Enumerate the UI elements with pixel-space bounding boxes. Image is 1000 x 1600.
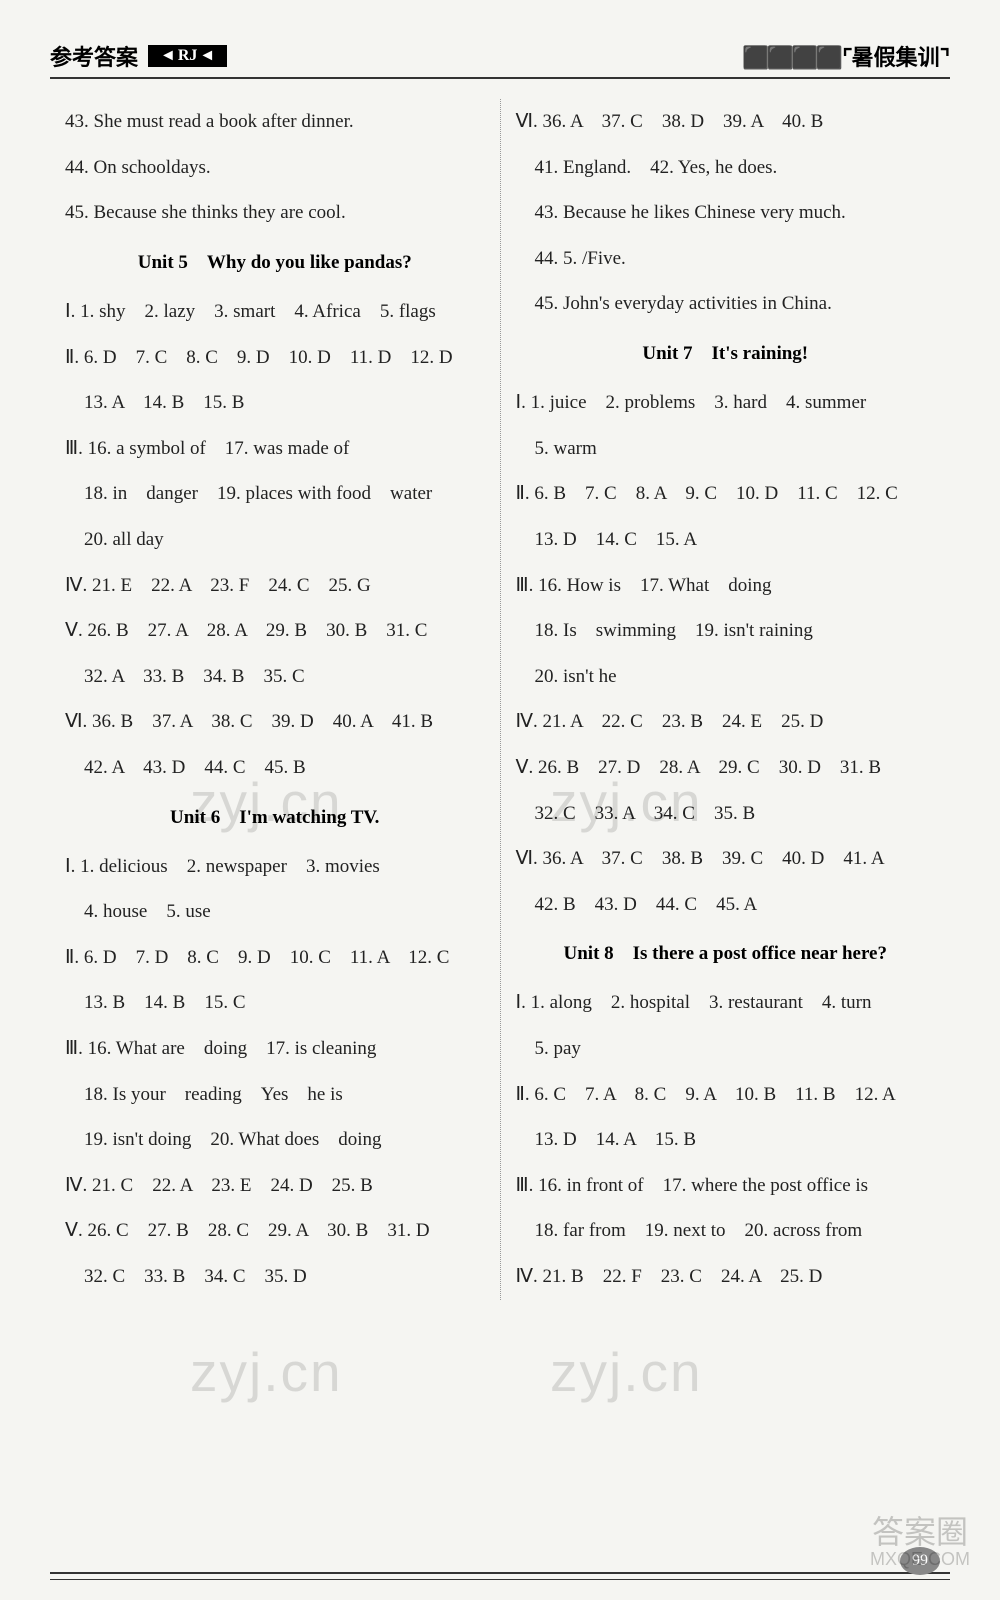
answer-line: 5. pay: [516, 1026, 936, 1072]
answer-line: 42. B 43. D 44. C 45. A: [516, 882, 936, 928]
answer-line: 45. Because she thinks they are cool.: [65, 190, 485, 236]
answer-line: Ⅱ. 6. B 7. C 8. A 9. C 10. D 11. C 12. C: [516, 471, 936, 517]
page-header: 参考答案 RJ 暑假集训: [50, 40, 950, 79]
unit-title: Unit 7 It's raining!: [516, 327, 936, 380]
answer-line: 13. D 14. C 15. A: [516, 517, 936, 563]
answer-line: 44. 5. /Five.: [516, 236, 936, 282]
left-column: 43. She must read a book after dinner.44…: [50, 99, 501, 1300]
answer-line: Ⅴ. 26. B 27. A 28. A 29. B 30. B 31. C: [65, 608, 485, 654]
answer-line: Ⅲ. 16. What are doing 17. is cleaning: [65, 1026, 485, 1072]
answer-line: 18. far from 19. next to 20. across from: [516, 1208, 936, 1254]
answer-line: Ⅰ. 1. along 2. hospital 3. restaurant 4.…: [516, 980, 936, 1026]
unit-title: Unit 8 Is there a post office near here?: [516, 927, 936, 980]
answer-line: 42. A 43. D 44. C 45. B: [65, 745, 485, 791]
bottom-watermark-line2: MXQE.COM: [870, 1550, 970, 1570]
answer-line: Ⅴ. 26. B 27. D 28. A 29. C 30. D 31. B: [516, 745, 936, 791]
header-left: 参考答案 RJ: [50, 40, 227, 72]
answer-line: 32. C 33. B 34. C 35. D: [65, 1254, 485, 1300]
answer-line: Ⅲ. 16. How is 17. What doing: [516, 563, 936, 609]
answer-line: Ⅳ. 21. A 22. C 23. B 24. E 25. D: [516, 699, 936, 745]
answer-line: Ⅵ. 36. B 37. A 38. C 39. D 40. A 41. B: [65, 699, 485, 745]
rj-badge: RJ: [148, 45, 227, 67]
answer-line: 18. Is swimming 19. isn't raining: [516, 608, 936, 654]
answer-line: Ⅰ. 1. delicious 2. newspaper 3. movies: [65, 844, 485, 890]
answer-line: Ⅳ. 21. C 22. A 23. E 24. D 25. B: [65, 1163, 485, 1209]
answer-line: 20. isn't he: [516, 654, 936, 700]
answer-line: 45. John's everyday activities in China.: [516, 281, 936, 327]
answer-line: 13. D 14. A 15. B: [516, 1117, 936, 1163]
answer-line: 41. England. 42. Yes, he does.: [516, 145, 936, 191]
unit-title: Unit 6 I'm watching TV.: [65, 791, 485, 844]
answer-line: 4. house 5. use: [65, 889, 485, 935]
bottom-watermark-line1: 答案圈: [870, 1515, 970, 1550]
answer-line: Ⅳ. 21. B 22. F 23. C 24. A 25. D: [516, 1254, 936, 1300]
answer-line: Ⅴ. 26. C 27. B 28. C 29. A 30. B 31. D: [65, 1208, 485, 1254]
answer-line: Ⅰ. 1. shy 2. lazy 3. smart 4. Africa 5. …: [65, 289, 485, 335]
answer-line: 43. She must read a book after dinner.: [65, 99, 485, 145]
unit-title: Unit 5 Why do you like pandas?: [65, 236, 485, 289]
answer-line: Ⅲ. 16. a symbol of 17. was made of: [65, 426, 485, 472]
answer-line: 32. A 33. B 34. B 35. C: [65, 654, 485, 700]
answer-line: Ⅱ. 6. C 7. A 8. C 9. A 10. B 11. B 12. A: [516, 1072, 936, 1118]
answer-line: Ⅰ. 1. juice 2. problems 3. hard 4. summe…: [516, 380, 936, 426]
answer-line: Ⅲ. 16. in front of 17. where the post of…: [516, 1163, 936, 1209]
right-column: Ⅵ. 36. A 37. C 38. D 39. A 40. B 41. Eng…: [501, 99, 951, 1300]
content-container: 43. She must read a book after dinner.44…: [50, 99, 950, 1300]
header-title-right: 暑假集训: [742, 40, 950, 72]
answer-line: Ⅱ. 6. D 7. D 8. C 9. D 10. C 11. A 12. C: [65, 935, 485, 981]
answer-line: 32. C 33. A 34. C 35. B: [516, 791, 936, 837]
answer-line: 13. A 14. B 15. B: [65, 380, 485, 426]
watermark-text: zyj.cn: [190, 1340, 343, 1404]
answer-line: Ⅳ. 21. E 22. A 23. F 24. C 25. G: [65, 563, 485, 609]
answer-line: 44. On schooldays.: [65, 145, 485, 191]
answer-line: Ⅵ. 36. A 37. C 38. D 39. A 40. B: [516, 99, 936, 145]
header-title-left: 参考答案: [50, 40, 138, 72]
watermark-text: zyj.cn: [550, 1340, 703, 1404]
answer-line: 13. B 14. B 15. C: [65, 980, 485, 1026]
answer-line: 5. warm: [516, 426, 936, 472]
answer-line: Ⅵ. 36. A 37. C 38. B 39. C 40. D 41. A: [516, 836, 936, 882]
answer-line: 20. all day: [65, 517, 485, 563]
answer-line: Ⅱ. 6. D 7. C 8. C 9. D 10. D 11. D 12. D: [65, 335, 485, 381]
footer-line: [50, 1572, 950, 1580]
answer-line: 43. Because he likes Chinese very much.: [516, 190, 936, 236]
bottom-watermark: 答案圈 MXQE.COM: [870, 1515, 970, 1570]
answer-line: 18. in danger 19. places with food water: [65, 471, 485, 517]
answer-line: 18. Is your reading Yes he is: [65, 1072, 485, 1118]
answer-line: 19. isn't doing 20. What does doing: [65, 1117, 485, 1163]
